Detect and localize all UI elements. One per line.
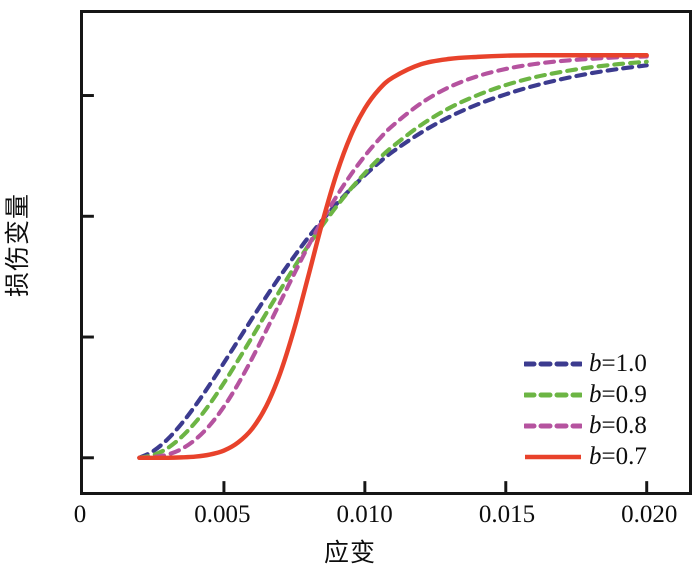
legend-value: =0.8 (601, 412, 647, 439)
legend-swatch-icon (524, 448, 582, 466)
legend-swatch-icon (524, 417, 582, 435)
legend-symbol: b (589, 443, 602, 470)
series-line-3 (137, 54, 649, 460)
legend-value: =1.0 (601, 350, 647, 377)
legend-label: b=0.7 (589, 444, 647, 469)
legend-value: =0.7 (601, 443, 647, 470)
x-tick-label: 0.010 (336, 501, 393, 528)
plot-canvas (83, 53, 649, 492)
x-tick-label: 0.005 (194, 501, 251, 528)
y-axis-title: 损伤变量 (5, 193, 32, 298)
chart-legend: b=1.0 b=0.9 b=0.8 b=0.7 (524, 348, 684, 472)
legend-symbol: b (589, 381, 602, 408)
plot-frame (80, 10, 692, 495)
legend-item-2[interactable]: b=0.9 (524, 379, 684, 410)
legend-label: b=0.9 (589, 382, 647, 407)
legend-value: =0.9 (601, 381, 647, 408)
series-line-1 (137, 63, 649, 460)
x-axis-title: 应变 (323, 540, 376, 567)
x-tick-label: 0 (73, 501, 87, 528)
legend-item-1[interactable]: b=1.0 (524, 348, 684, 379)
series-line-2 (137, 59, 649, 460)
legend-item-4[interactable]: b=0.7 (524, 441, 684, 472)
series-line-4 (137, 53, 649, 461)
legend-label: b=1.0 (589, 351, 647, 376)
legend-symbol: b (589, 350, 602, 377)
x-tick-label: 0.020 (621, 501, 678, 528)
legend-swatch-icon (524, 386, 582, 404)
legend-swatch-icon (524, 355, 582, 373)
legend-label: b=0.8 (589, 413, 647, 438)
x-tick-label: 0.015 (478, 501, 536, 528)
legend-symbol: b (589, 412, 602, 439)
legend-item-3[interactable]: b=0.8 (524, 410, 684, 441)
